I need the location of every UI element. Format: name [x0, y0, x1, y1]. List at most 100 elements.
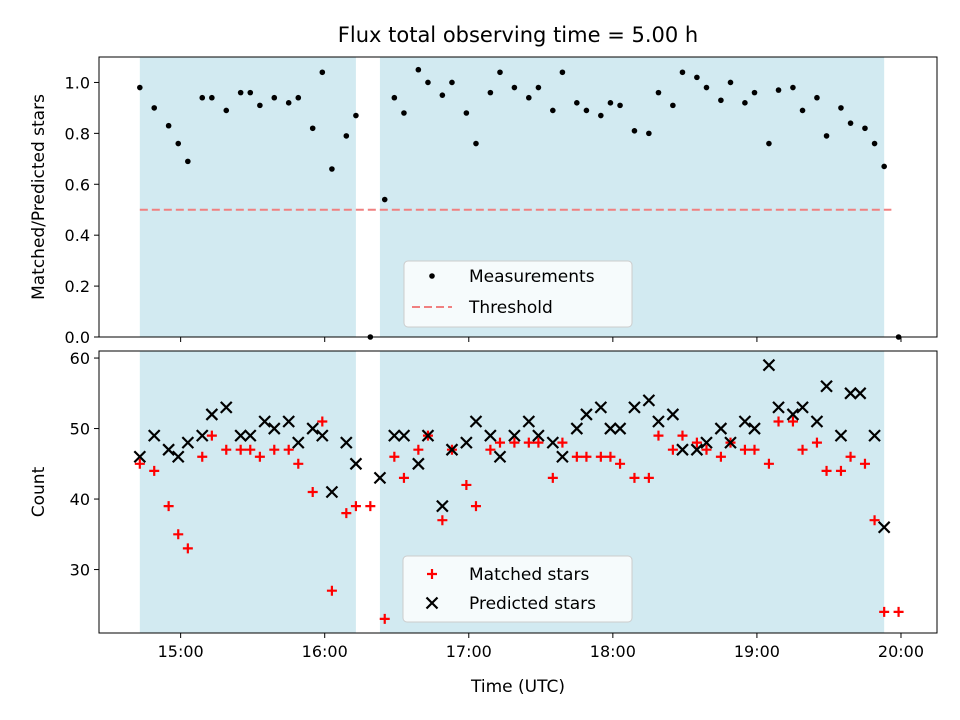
- predicted-star-point: [642, 394, 656, 407]
- measurement-point: [511, 84, 518, 91]
- predicted-star-point: [546, 436, 560, 449]
- matched-star-point: [398, 472, 409, 483]
- measurement-point: [718, 97, 724, 104]
- predicted-star-point: [594, 401, 608, 414]
- matched-star-point: [149, 465, 160, 476]
- predicted-star-point: [133, 450, 147, 464]
- matched-star-point: [341, 508, 352, 519]
- predicted-star-point: [425, 596, 439, 610]
- predicted-star-point: [171, 450, 185, 464]
- legend-label-measurements: Measurements: [469, 267, 595, 287]
- measurement-point: [175, 140, 182, 147]
- matched-star-point: [283, 444, 294, 455]
- predicted-star-point: [877, 520, 891, 534]
- measurements-series: [137, 66, 902, 340]
- matched-star-point: [715, 451, 726, 462]
- matched-star-point: [811, 437, 822, 448]
- predicted-star-point: [844, 387, 857, 400]
- measurement-point: [309, 125, 316, 132]
- legend-marker-measurements: [429, 273, 435, 279]
- chart-title: Flux total observing time = 5.00 h: [338, 23, 698, 47]
- matched-star-point: [197, 451, 208, 462]
- x-tick-label: 18:00: [590, 642, 636, 661]
- matched-star-point: [326, 585, 337, 596]
- matched-star-point: [797, 444, 808, 455]
- predicted-star-point: [316, 429, 329, 442]
- matched-star-point: [245, 444, 256, 455]
- matched-star-point: [221, 444, 232, 455]
- legend-label-threshold: Threshold: [468, 298, 553, 318]
- predicted-star-point: [234, 429, 247, 442]
- predicted-star-point: [484, 429, 497, 442]
- matched-star-point: [879, 606, 890, 617]
- matched-star-point: [254, 451, 265, 462]
- bottom-legend: Matched stars Predicted stars: [402, 555, 633, 623]
- top-legend: Measurements Threshold: [403, 260, 633, 328]
- x-tick-label: 17:00: [446, 642, 492, 661]
- matched-star-point: [643, 472, 654, 483]
- y-tick-label: 0.0: [65, 328, 90, 347]
- predicted-star-point: [714, 422, 728, 435]
- y-tick-label: 1.0: [65, 73, 90, 92]
- predicted-star-point: [613, 422, 627, 435]
- predicted-star-point: [282, 415, 295, 428]
- y-tick-label: 50: [70, 420, 90, 439]
- predicted-star-point: [306, 422, 319, 435]
- matched-star-point: [571, 451, 582, 462]
- predicted-star-point: [522, 415, 536, 428]
- measurement-point: [550, 107, 556, 114]
- predicted-star-point: [700, 436, 713, 449]
- matched-star-point: [581, 451, 592, 462]
- measurement-point: [583, 107, 590, 114]
- matched-star-point: [533, 437, 544, 448]
- predicted-star-point: [195, 429, 209, 442]
- measurement-point: [607, 100, 614, 106]
- measurement-point: [574, 100, 580, 106]
- measurement-point: [631, 128, 638, 134]
- predicted-star-point: [388, 429, 401, 442]
- predicted-star-point: [834, 429, 848, 442]
- measurement-point: [790, 84, 796, 91]
- y-tick-label: 0.4: [65, 226, 90, 245]
- predicted-star-point: [373, 471, 387, 485]
- measurement-point: [449, 79, 455, 86]
- matched-star-point: [869, 515, 880, 526]
- measurement-point: [559, 69, 566, 76]
- legend-label-predicted-stars: Predicted stars: [469, 594, 596, 614]
- predicted-star-point: [810, 415, 824, 428]
- predicted-star-point: [604, 422, 617, 435]
- matched-star-point: [206, 430, 217, 441]
- predicted-star-point: [162, 443, 175, 456]
- matched-star-point: [269, 444, 280, 455]
- x-tick-label: 15:00: [158, 642, 204, 661]
- measurement-point: [381, 196, 388, 203]
- matched-star-point: [494, 437, 505, 448]
- measurement-point: [165, 122, 172, 129]
- measurement-point: [473, 140, 479, 147]
- measurement-point: [199, 94, 206, 101]
- predicted-star-point: [508, 429, 521, 442]
- matched-star-point: [667, 444, 678, 455]
- predicted-star-point: [628, 401, 641, 414]
- top-x-axis-ticks: [180, 337, 902, 342]
- matched-star-point: [509, 437, 520, 448]
- matched-star-point: [437, 515, 448, 526]
- measurement-point: [237, 89, 244, 96]
- matched-star-point: [557, 437, 568, 448]
- predicted-star-point: [412, 457, 425, 471]
- predicted-star-point: [469, 415, 483, 428]
- predicted-star-point: [181, 436, 195, 449]
- y-tick-label: 60: [70, 349, 90, 368]
- matched-star-point: [461, 479, 472, 490]
- measurement-point: [646, 130, 652, 137]
- measurement-point: [838, 105, 844, 111]
- matched-star-point: [821, 465, 832, 476]
- predicted-star-point: [258, 415, 271, 428]
- matched-star-point: [605, 451, 616, 462]
- measurement-point: [703, 84, 710, 91]
- top-y-axis-ticks: 0.0 0.2 0.4 0.6 0.8 1.0: [65, 73, 99, 347]
- predicted-star-point: [205, 408, 219, 421]
- bottom-y-axis-ticks: 30 40 50 60: [70, 349, 99, 580]
